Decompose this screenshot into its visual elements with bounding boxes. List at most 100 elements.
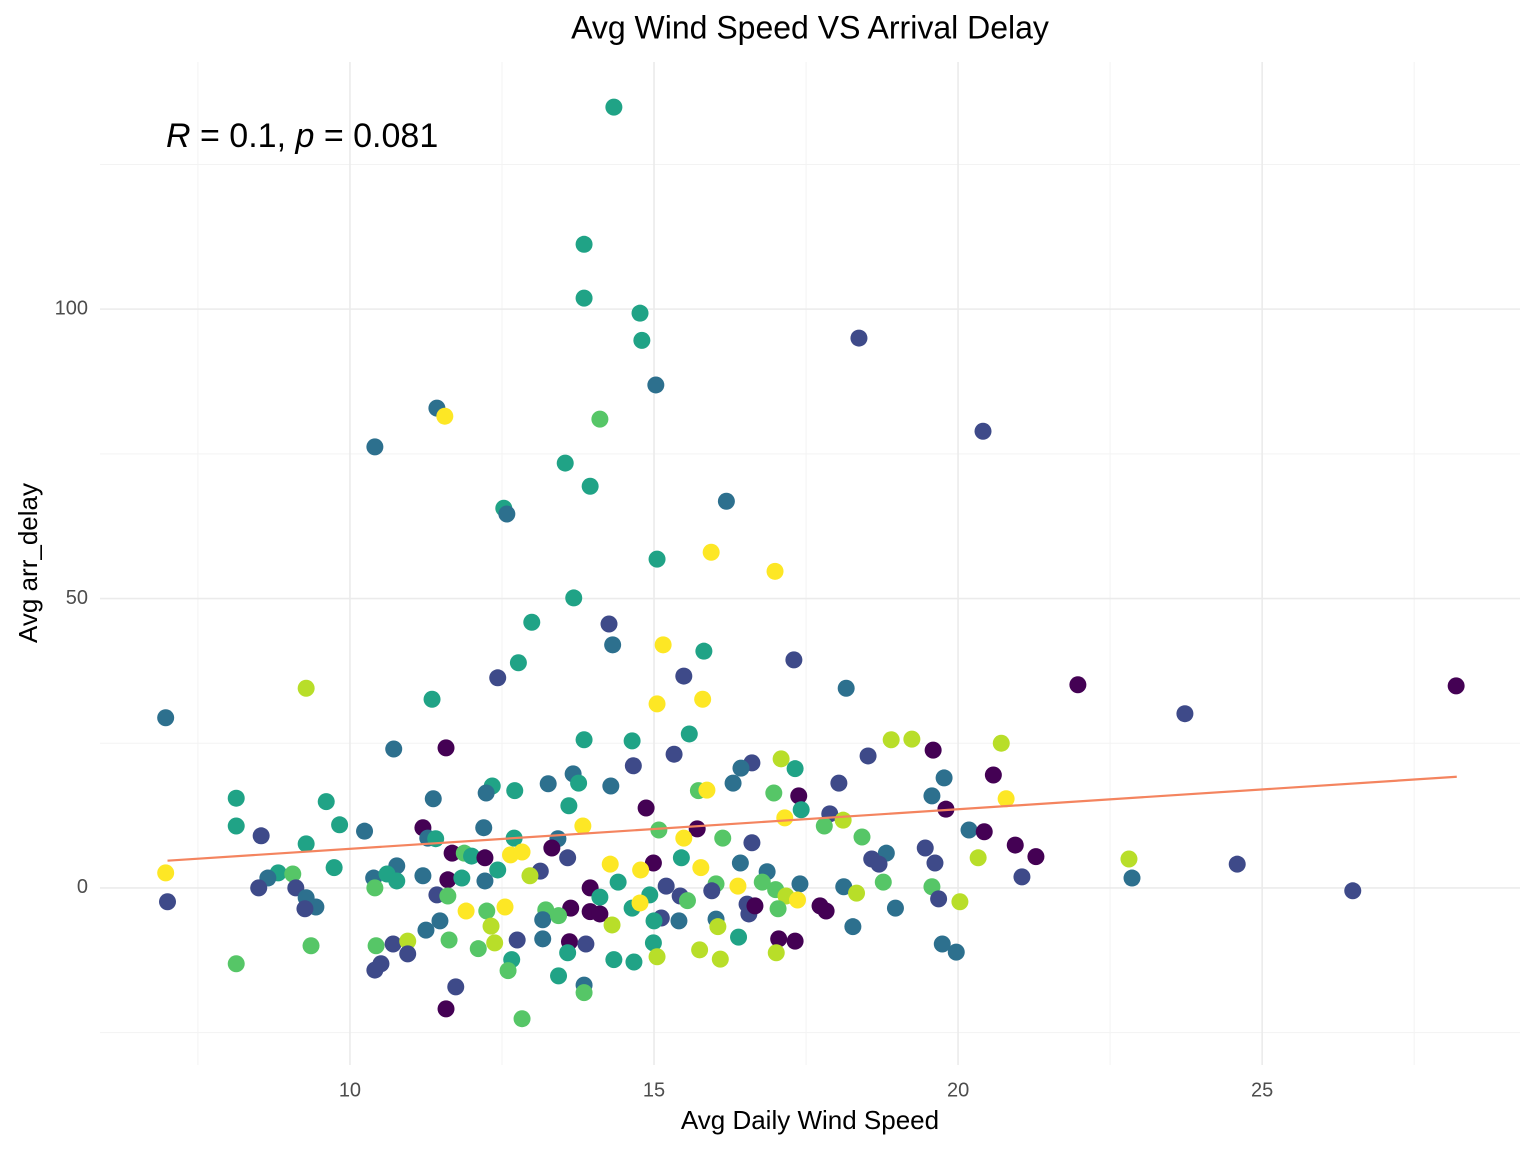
- point: [424, 790, 442, 808]
- point: [844, 918, 862, 936]
- point: [302, 937, 320, 955]
- point: [601, 855, 619, 873]
- annotation: R = 0.1, p = 0.081: [166, 117, 438, 155]
- point: [1447, 677, 1465, 695]
- point: [447, 978, 465, 996]
- point: [602, 777, 620, 795]
- point: [297, 679, 315, 697]
- point: [1006, 836, 1024, 854]
- point: [769, 900, 787, 918]
- point: [431, 912, 449, 930]
- point: [767, 944, 785, 962]
- point: [903, 730, 921, 748]
- point: [644, 854, 662, 872]
- point: [476, 849, 494, 867]
- point: [960, 821, 978, 839]
- point: [633, 331, 651, 349]
- point: [439, 871, 457, 889]
- point: [637, 799, 655, 817]
- point: [534, 930, 552, 948]
- point: [513, 843, 531, 861]
- point: [609, 873, 627, 891]
- point: [591, 888, 609, 906]
- annotation-part: R: [166, 117, 191, 155]
- point: [570, 774, 588, 792]
- y-tick-label: 50: [66, 587, 88, 609]
- point: [604, 636, 622, 654]
- annotation-part: = 0.081: [314, 117, 438, 155]
- point: [565, 589, 583, 607]
- point: [975, 823, 993, 841]
- y-axis-title: Avg arr_delay: [13, 483, 43, 643]
- point: [560, 797, 578, 815]
- point: [575, 984, 593, 1002]
- point: [743, 834, 761, 852]
- point: [157, 709, 175, 727]
- point: [1027, 848, 1045, 866]
- point: [1123, 869, 1141, 887]
- point: [670, 912, 688, 930]
- point: [692, 859, 710, 877]
- point: [463, 847, 481, 865]
- point: [632, 861, 650, 879]
- point: [624, 757, 642, 775]
- point: [469, 940, 487, 958]
- point: [648, 550, 666, 568]
- point: [439, 887, 457, 905]
- point: [817, 902, 835, 920]
- point: [227, 817, 245, 835]
- point: [523, 613, 541, 631]
- point: [366, 879, 384, 897]
- point: [786, 932, 804, 950]
- point: [417, 921, 435, 939]
- marks: [157, 98, 1465, 1028]
- point: [791, 875, 809, 893]
- point: [482, 917, 500, 935]
- point: [317, 793, 335, 811]
- point: [770, 930, 788, 948]
- point: [414, 867, 432, 885]
- point: [600, 615, 618, 633]
- point: [830, 774, 848, 792]
- point: [1069, 676, 1087, 694]
- point: [496, 898, 514, 916]
- point: [385, 740, 403, 758]
- point: [657, 877, 675, 895]
- point: [984, 766, 1002, 784]
- point: [969, 849, 987, 867]
- point: [437, 1000, 455, 1018]
- point: [388, 872, 406, 890]
- point: [227, 789, 245, 807]
- chart-title: Avg Wind Speed VS Arrival Delay: [571, 9, 1049, 45]
- point: [591, 410, 609, 428]
- point: [1176, 705, 1194, 723]
- point: [792, 801, 810, 819]
- point: [559, 849, 577, 867]
- point: [437, 739, 455, 757]
- point: [665, 745, 683, 763]
- point: [478, 902, 496, 920]
- point: [539, 775, 557, 793]
- point: [882, 731, 900, 749]
- point: [591, 905, 609, 923]
- point: [508, 931, 526, 949]
- point: [916, 839, 934, 857]
- point: [650, 821, 668, 839]
- point: [475, 819, 493, 837]
- point: [753, 873, 771, 891]
- point: [443, 844, 461, 862]
- point: [714, 829, 732, 847]
- point: [605, 98, 623, 116]
- point: [603, 916, 621, 934]
- point: [284, 865, 302, 883]
- point: [648, 695, 666, 713]
- point: [698, 781, 716, 799]
- point: [252, 827, 270, 845]
- annotation-part: = 0.1,: [191, 117, 296, 155]
- point: [834, 811, 852, 829]
- point: [227, 955, 245, 973]
- point: [772, 750, 790, 768]
- point: [250, 879, 268, 897]
- point: [575, 235, 593, 253]
